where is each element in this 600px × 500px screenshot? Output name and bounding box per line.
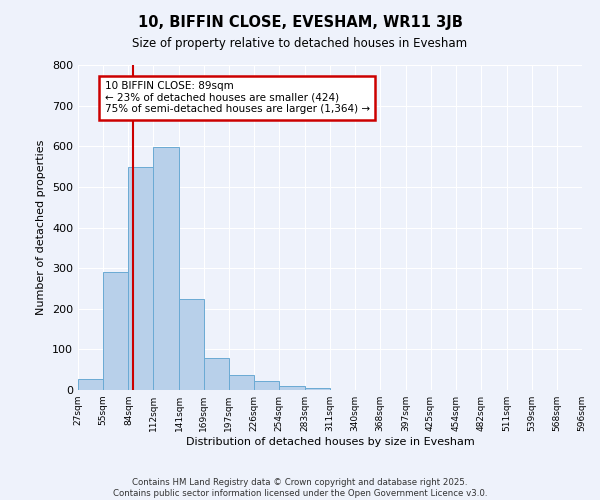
Text: Size of property relative to detached houses in Evesham: Size of property relative to detached ho… — [133, 38, 467, 51]
Bar — [204, 358, 229, 390]
Bar — [279, 386, 305, 390]
Bar — [305, 388, 329, 390]
Bar — [179, 298, 204, 390]
Bar — [128, 168, 153, 390]
Bar — [103, 272, 128, 390]
Bar — [229, 375, 254, 390]
Y-axis label: Number of detached properties: Number of detached properties — [37, 140, 46, 315]
Bar — [254, 381, 279, 390]
Bar — [153, 147, 179, 390]
Text: Contains HM Land Registry data © Crown copyright and database right 2025.
Contai: Contains HM Land Registry data © Crown c… — [113, 478, 487, 498]
Text: 10 BIFFIN CLOSE: 89sqm
← 23% of detached houses are smaller (424)
75% of semi-de: 10 BIFFIN CLOSE: 89sqm ← 23% of detached… — [104, 81, 370, 114]
Bar — [78, 378, 103, 390]
Text: 10, BIFFIN CLOSE, EVESHAM, WR11 3JB: 10, BIFFIN CLOSE, EVESHAM, WR11 3JB — [137, 15, 463, 30]
X-axis label: Distribution of detached houses by size in Evesham: Distribution of detached houses by size … — [185, 437, 475, 447]
